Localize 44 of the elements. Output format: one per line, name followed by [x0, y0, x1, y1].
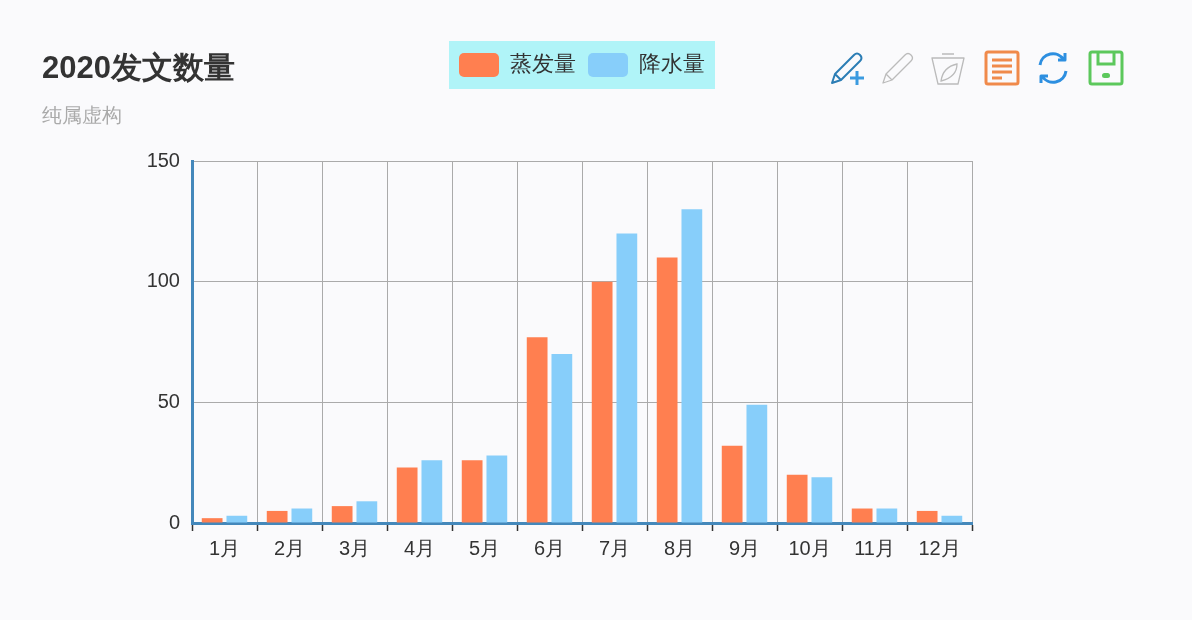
bar: [746, 404, 768, 523]
bar: [226, 515, 248, 523]
chart-subtitle: 纯属虚构: [42, 103, 122, 128]
bar: [876, 508, 898, 523]
bar: [616, 233, 638, 523]
x-tick-label: 1月: [208, 536, 241, 559]
bar: [786, 474, 808, 523]
x-tick-label: 8月: [663, 536, 696, 559]
y-tick-label: 50: [157, 389, 180, 412]
x-tick-label: 5月: [468, 536, 501, 559]
x-tick-label: 12月: [918, 536, 961, 559]
x-tick-label: 6月: [533, 536, 566, 559]
x-tick-label: 7月: [598, 536, 631, 559]
bar: [356, 501, 378, 523]
bar: [656, 257, 678, 523]
bar: [811, 477, 833, 523]
bar: [396, 467, 418, 523]
bar: [486, 455, 508, 523]
chart-title: 2020发文数量: [42, 49, 235, 87]
bar: [941, 515, 963, 523]
legend-label: 蒸发量: [510, 51, 576, 77]
bar: [266, 510, 288, 523]
y-tick-label: 0: [168, 510, 180, 533]
bar: [591, 281, 613, 523]
bar: [851, 508, 873, 523]
bar: [526, 337, 548, 523]
x-tick-label: 2月: [273, 536, 306, 559]
bar: [331, 506, 353, 523]
x-tick-label: 9月: [728, 536, 761, 559]
bar: [201, 518, 223, 523]
bar: [681, 209, 703, 523]
bar: [291, 508, 313, 523]
bar: [916, 510, 938, 523]
bar: [721, 445, 743, 523]
legend-label: 降水量: [639, 51, 705, 77]
x-tick-label: 4月: [403, 536, 436, 559]
x-tick-label: 10月: [788, 536, 831, 559]
x-tick-label: 3月: [338, 536, 371, 559]
bar: [551, 354, 573, 523]
x-tick-label: 11月: [854, 536, 895, 559]
bar: [461, 460, 483, 523]
bar: [421, 460, 443, 523]
y-tick-label: 100: [146, 269, 180, 292]
y-tick-label: 150: [146, 148, 180, 171]
